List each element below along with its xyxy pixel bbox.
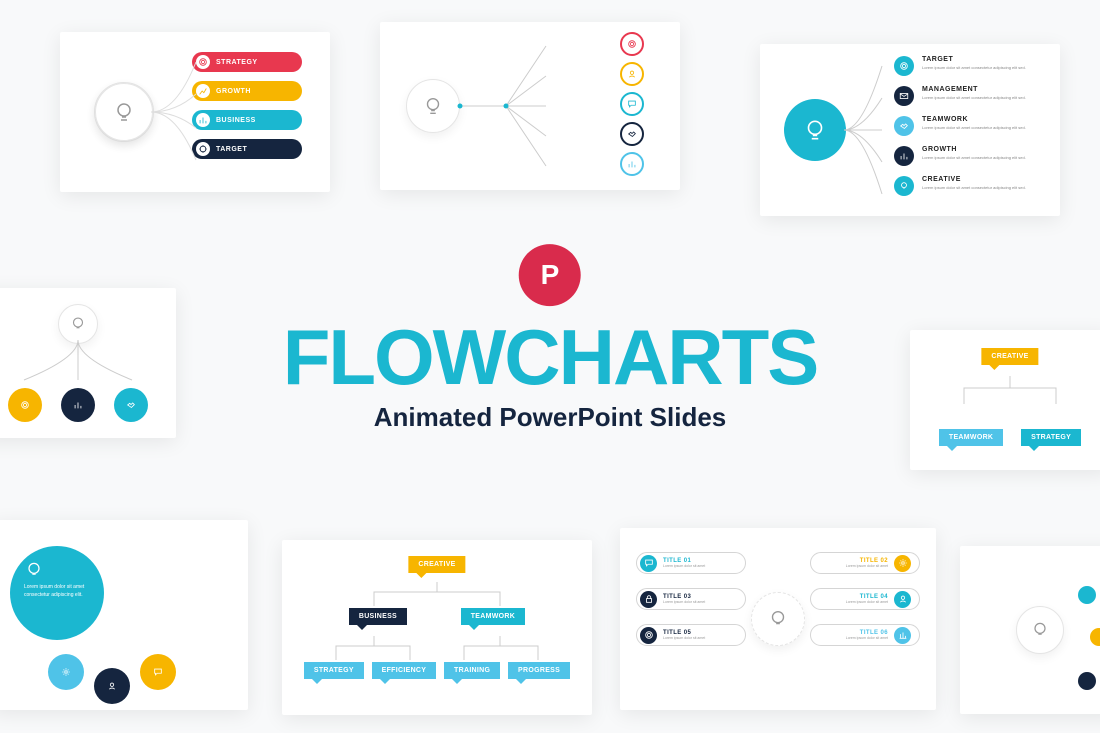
main-title: FLOWCHARTS [283,320,818,394]
slide-side-hub: IN IN [960,546,1100,714]
bulb-icon [894,176,914,196]
bubble [140,654,176,690]
title-pill: TITLE 04Lorem ipsum dolor sit amet [810,588,920,610]
list-item: GROWTHLorem ipsum dolor sit amet consect… [894,146,1044,166]
node-icon [620,32,644,56]
org-box: STRATEGY.orgbox[style*='#1bb7d0']::after… [1021,429,1081,446]
side-node [1078,672,1096,690]
title-pill: TITLE 03Lorem ipsum dolor sit amet [636,588,746,610]
title-pill: TITLE 01Lorem ipsum dolor sit amet [636,552,746,574]
org-box: STRATEGY.orgbox[style*='#4fc3e8']::after… [304,662,364,679]
side-node [1078,586,1096,604]
slide-tree-small [0,288,176,438]
slide-branch-circles [380,22,680,190]
hands-icon [894,116,914,136]
title-pill: TITLE 05Lorem ipsum dolor sit amet [636,624,746,646]
hub-icon [406,79,460,133]
org-box: TEAMWORK.orgbox[style*='#1bb7d0']::after… [461,608,525,625]
child-node [61,388,95,422]
slide-hub-list: TARGETLorem ipsum dolor sit amet consect… [760,44,1060,216]
title-pill: TITLE 02Lorem ipsum dolor sit amet [810,552,920,574]
bubble [48,654,84,690]
graph-icon [894,627,911,644]
child-node [8,388,42,422]
side-node [1090,628,1100,646]
node-icon [620,122,644,146]
gear-icon [894,555,911,572]
list-item: CREATIVELorem ipsum dolor sit amet conse… [894,176,1044,196]
hub-icon [751,592,805,646]
target-icon [640,627,657,644]
slide-bubble-cluster: Lorem ipsum dolor sit amet consectetur a… [0,520,248,710]
org-box: TEAMWORK.orgbox[style*='#4fc3e8']::after… [939,429,1003,446]
slide-org-chart: CREATIVE.orgbox[style*='#f7b500']::after… [282,540,592,715]
org-box: PROGRESS.orgbox[style*='#4fc3e8']::after… [508,662,570,679]
pill-target: TARGET [192,139,302,159]
chat-icon [640,555,657,572]
main-bubble: Lorem ipsum dolor sit amet consectetur a… [10,546,104,640]
main-subtitle: Animated PowerPoint Slides [283,402,818,433]
org-box: EFFICIENCY.orgbox[style*='#4fc3e8']::aft… [372,662,437,679]
slide-tree-boxes-small: CREATIVE.orgbox[style*='#f7b500']::after… [910,330,1100,470]
hub-icon [784,99,846,161]
list-item: MANAGEMENTLorem ipsum dolor sit amet con… [894,86,1044,106]
list-item: TARGETLorem ipsum dolor sit amet consect… [894,56,1044,76]
child-node [114,388,148,422]
powerpoint-badge: P [519,244,581,306]
chart-icon [196,84,210,98]
pill-growth: GROWTH [192,81,302,101]
mail-icon [894,86,914,106]
node-icon [620,92,644,116]
pill-business: BUSINESS [192,110,302,130]
target-icon [894,56,914,76]
badge-letter: P [541,259,560,291]
title-pill: TITLE 06Lorem ipsum dolor sit amet [810,624,920,646]
org-box: TRAINING.orgbox[style*='#4fc3e8']::after… [444,662,500,679]
bubble [94,668,130,704]
slide-title-grid: TITLE 01Lorem ipsum dolor sit amet TITLE… [620,528,936,710]
aim-icon [196,142,210,156]
head-icon [894,591,911,608]
lock-icon [640,591,657,608]
promo-block: P FLOWCHARTS Animated PowerPoint Slides [283,244,818,433]
org-box: CREATIVE.orgbox[style*='#f7b500']::after… [981,348,1038,365]
hub-icon [1016,606,1064,654]
org-box: BUSINESS.orgbox[style*='#15253f']::after… [349,608,407,625]
bars-icon [894,146,914,166]
node-icon [620,62,644,86]
node-icon [620,152,644,176]
main-bubble-text: Lorem ipsum dolor sit amet consectetur a… [24,584,90,599]
slide-hub-pills: STRATEGY GROWTH BUSINESS TARGET [60,32,330,192]
hub-icon [94,82,154,142]
target-icon [196,55,210,69]
pill-strategy: STRATEGY [192,52,302,72]
list-item: TEAMWORKLorem ipsum dolor sit amet conse… [894,116,1044,136]
org-box: CREATIVE.orgbox[style*='#f7b500']::after… [408,556,465,573]
bars-icon [196,113,210,127]
